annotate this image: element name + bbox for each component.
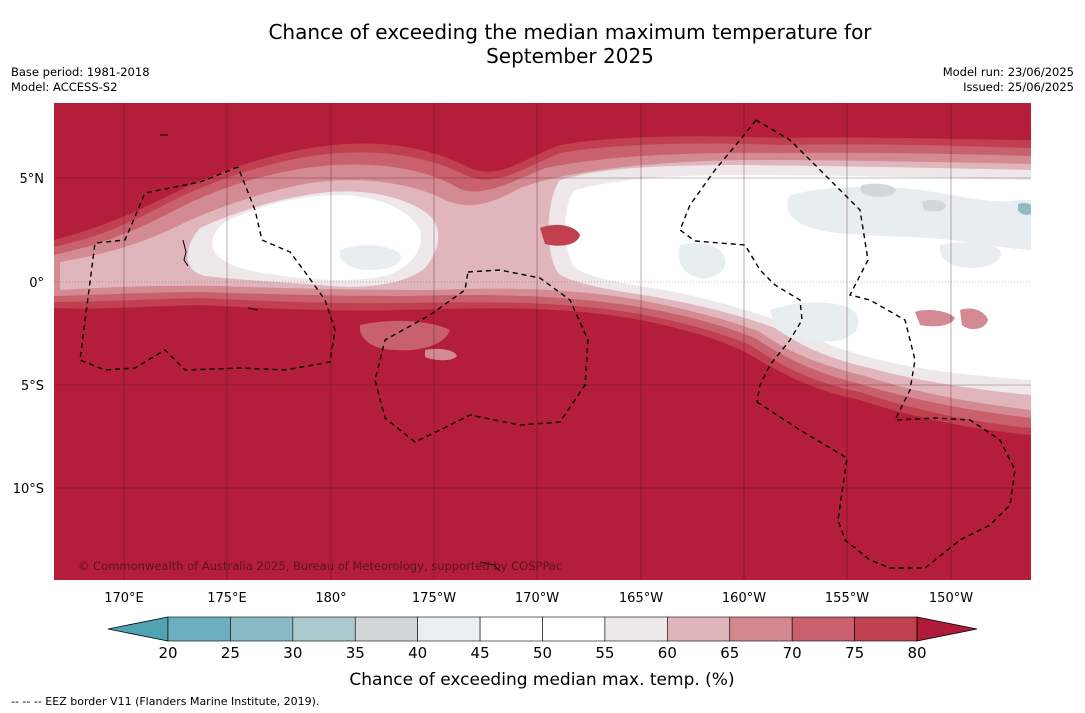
model-run: Model run: 23/06/2025 [942, 65, 1074, 79]
lon-label-180: 180° [315, 591, 346, 606]
colorbar-cell [417, 616, 481, 642]
colorbar-cell [230, 616, 294, 642]
lon-label-165w: 165°W [619, 591, 663, 606]
colorbar-cell [354, 616, 418, 642]
field-65-islet-3 [425, 348, 457, 361]
island-outline-3 [247, 307, 259, 311]
lon-label-170e: 170°E [104, 591, 144, 606]
probability-field [54, 103, 1031, 580]
field-40-patch-4 [770, 302, 859, 342]
latitude-labels: 5°N 0° 5°S 10°S [13, 172, 44, 497]
copyright-notice: © Commonwealth of Australia 2025, Bureau… [78, 559, 562, 573]
colorbar-cell [854, 616, 918, 642]
colorbar-tick-label: 55 [595, 644, 614, 662]
gridlines [54, 103, 1031, 580]
map-title: Chance of exceeding the median maximum t… [0, 20, 1085, 68]
island-outline-1 [182, 239, 189, 267]
lon-label-175e: 175°E [207, 591, 247, 606]
eez-borders [79, 119, 1016, 569]
field-40-patch-1 [339, 245, 401, 270]
field-40-patch-2 [678, 243, 726, 279]
field-65-islet-2 [960, 308, 988, 330]
colorbar-tick-label: 30 [283, 644, 302, 662]
lon-label-170w: 170°W [515, 591, 559, 606]
colorbar-cells [167, 616, 918, 642]
run-info: Model run: 23/06/2025 Issued: 25/06/2025 [943, 65, 1074, 95]
field-35-patch-1 [860, 183, 896, 197]
title-line-2: September 2025 [486, 44, 654, 68]
lat-label-10s: 10°S [13, 482, 44, 497]
colorbar: 20 25 30 35 40 45 50 55 60 65 70 75 80 Chance of exc… [107, 616, 978, 690]
lat-label-5s: 5°S [21, 379, 44, 394]
lon-label-175w: 175°W [412, 591, 456, 606]
longitude-labels: 170°E 175°E 180° 175°W 170°W 165°W 160°W… [104, 591, 973, 606]
field-25-patch [1018, 202, 1031, 215]
colorbar-cell [167, 616, 231, 642]
field-35-patch-2 [922, 199, 946, 212]
colorbar-tick-label: 20 [158, 644, 177, 662]
island-coastlines [160, 134, 501, 572]
colorbar-cell [542, 616, 606, 642]
lon-label-150w: 150°W [929, 591, 973, 606]
colorbar-tick-label: 80 [907, 644, 926, 662]
eez-border-kiribati-gilberts [79, 166, 336, 371]
colorbar-cell [479, 616, 543, 642]
colorbar-tick-label: 70 [783, 644, 802, 662]
eez-border-legend: -- -- -- EEZ border V11 (Flanders Marine… [11, 695, 320, 708]
colorbar-title: Chance of exceeding median max. temp. (%… [349, 670, 734, 690]
colorbar-tick-label: 60 [658, 644, 677, 662]
island-outline-4 [479, 561, 501, 572]
colorbar-under-arrow [107, 616, 169, 642]
colorbar-tick-label: 25 [221, 644, 240, 662]
model-name: Model: ACCESS-S2 [11, 80, 118, 94]
colorbar-cell [791, 616, 855, 642]
colorbar-tick-label: 65 [720, 644, 739, 662]
colorbar-cell [292, 616, 356, 642]
lat-label-5n: 5°N [20, 172, 45, 187]
lon-label-155w: 155°W [825, 591, 869, 606]
colorbar-tick-labels: 20 25 30 35 40 45 50 55 60 65 70 75 80 [158, 644, 926, 662]
colorbar-tick-label: 35 [346, 644, 365, 662]
field-40-patch-3 [787, 186, 1031, 250]
model-info: Base period: 1981-2018 Model: ACCESS-S2 [11, 65, 150, 95]
colorbar-over-arrow [916, 616, 978, 642]
colorbar-cell [604, 616, 668, 642]
colorbar-tick-label: 40 [408, 644, 427, 662]
title-line-1: Chance of exceeding the median maximum t… [268, 20, 872, 44]
colorbar-cell [667, 616, 731, 642]
eez-border-south [756, 401, 1016, 569]
field-70-islet [359, 320, 450, 351]
field-75-bulge [540, 224, 580, 246]
eez-border-line-islands [755, 119, 916, 421]
lat-label-0: 0° [29, 276, 44, 291]
colorbar-tick-label: 45 [471, 644, 490, 662]
field-65-islet-1 [915, 310, 955, 327]
issued-date: Issued: 25/06/2025 [963, 80, 1074, 94]
field-40-patch-5 [939, 242, 1001, 268]
lon-label-160w: 160°W [722, 591, 766, 606]
eez-border-phoenix [374, 269, 589, 443]
colorbar-tick-label: 75 [845, 644, 864, 662]
base-period: Base period: 1981-2018 [11, 65, 150, 79]
colorbar-cell [729, 616, 793, 642]
colorbar-tick-label: 50 [533, 644, 552, 662]
